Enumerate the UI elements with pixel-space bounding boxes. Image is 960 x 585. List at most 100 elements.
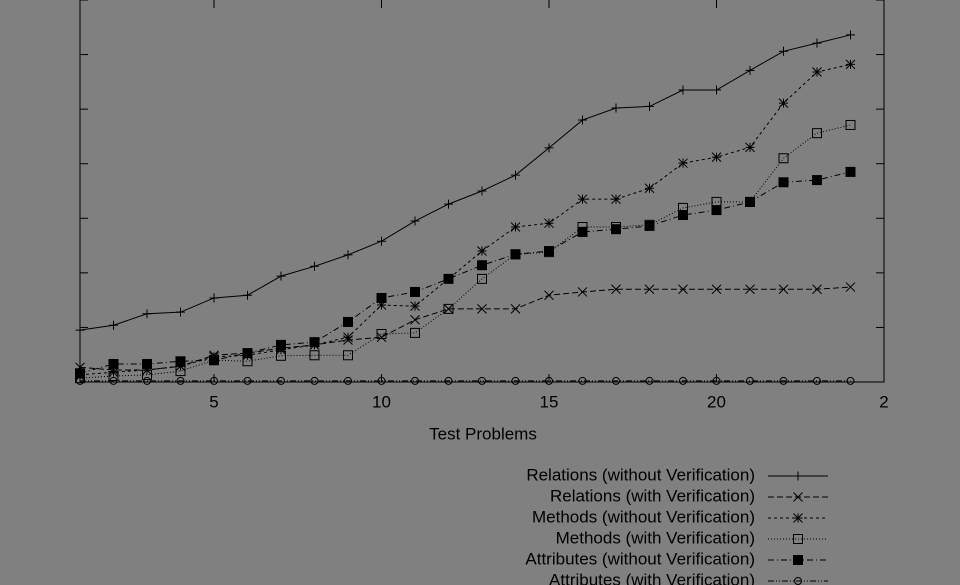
marker	[812, 284, 822, 295]
marker	[376, 292, 387, 303]
marker	[778, 177, 789, 188]
marker	[376, 328, 387, 339]
marker	[812, 38, 822, 48]
marker	[277, 376, 285, 385]
marker	[477, 273, 487, 284]
marker	[644, 220, 655, 231]
x-tick-label: 20	[707, 392, 726, 411]
marker	[142, 358, 152, 369]
series-line	[79, 171, 851, 374]
marker	[711, 284, 722, 295]
marker	[812, 67, 822, 77]
marker	[778, 284, 789, 295]
marker	[344, 376, 352, 385]
legend-label: Relations (with Verification)	[550, 486, 755, 505]
marker	[276, 271, 286, 281]
marker	[175, 356, 186, 367]
marker	[176, 376, 185, 385]
marker	[310, 376, 319, 385]
marker	[793, 513, 803, 523]
marker	[793, 492, 803, 502]
legend-label: Methods (with Verification)	[556, 528, 755, 547]
marker	[778, 98, 789, 108]
marker	[712, 85, 721, 95]
marker	[510, 304, 521, 314]
marker	[745, 142, 755, 153]
marker	[578, 376, 587, 385]
marker	[544, 246, 554, 257]
marker	[812, 175, 822, 186]
marker	[793, 534, 803, 544]
marker	[611, 103, 621, 113]
marker	[611, 224, 621, 235]
marker	[611, 194, 621, 205]
marker	[209, 293, 219, 303]
marker	[510, 249, 521, 260]
marker	[310, 261, 319, 271]
marker	[813, 376, 821, 385]
x-tick-label: 10	[372, 392, 391, 411]
series-line	[79, 63, 851, 376]
marker	[75, 368, 85, 379]
marker	[410, 301, 420, 311]
marker	[846, 376, 855, 385]
marker	[846, 30, 855, 40]
marker	[142, 309, 152, 319]
marker	[377, 376, 386, 385]
marker	[309, 350, 320, 361]
marker	[544, 290, 554, 301]
marker	[611, 284, 621, 295]
marker	[544, 218, 554, 229]
marker	[478, 376, 486, 385]
marker	[343, 316, 353, 327]
legend-label: Attributes (without Verification)	[525, 549, 755, 568]
marker	[243, 290, 252, 300]
marker	[577, 226, 588, 237]
marker	[645, 101, 654, 111]
marker	[578, 115, 587, 125]
legend-label: Methods (without Verification)	[532, 507, 755, 526]
marker	[678, 85, 688, 95]
marker	[678, 210, 688, 221]
marker	[577, 287, 588, 297]
x-axis-label: Test Problems	[429, 424, 537, 443]
series-line	[79, 286, 851, 371]
marker	[75, 325, 85, 335]
marker	[108, 358, 119, 369]
marker	[778, 153, 789, 164]
x-tick-label: 5	[209, 392, 218, 411]
marker	[793, 471, 803, 481]
marker	[745, 196, 755, 207]
marker	[443, 303, 454, 314]
marker	[443, 273, 454, 284]
marker	[109, 376, 118, 385]
x-tick-label: 15	[540, 392, 559, 411]
marker	[477, 260, 487, 271]
plot-frame	[79, 0, 885, 383]
x-tick-label: 2	[879, 392, 888, 411]
marker	[410, 216, 420, 226]
marker	[511, 170, 520, 180]
marker	[745, 65, 755, 75]
marker	[343, 250, 353, 260]
marker	[612, 376, 620, 385]
marker	[411, 376, 419, 385]
marker	[845, 119, 856, 130]
marker	[644, 284, 655, 295]
marker	[577, 194, 588, 205]
series-line	[79, 34, 851, 331]
marker	[176, 307, 185, 317]
marker	[410, 286, 420, 297]
marker	[711, 205, 722, 216]
marker	[175, 366, 186, 377]
marker	[845, 166, 856, 177]
marker	[76, 376, 84, 385]
marker	[143, 376, 151, 385]
marker	[377, 236, 386, 246]
marker	[712, 376, 721, 385]
marker	[343, 332, 353, 343]
marker	[678, 158, 688, 169]
marker	[845, 282, 856, 292]
